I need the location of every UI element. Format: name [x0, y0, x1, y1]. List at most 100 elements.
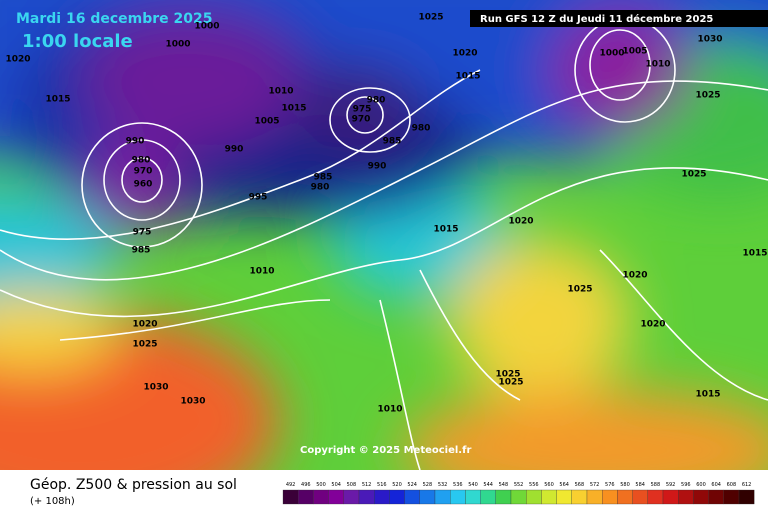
- scale-label: 596: [681, 482, 691, 488]
- isobar-label: 985: [132, 246, 151, 256]
- isobar-label: 1005: [254, 117, 279, 127]
- isobar-label: 1000: [599, 49, 624, 59]
- isobar-label: 975: [133, 228, 152, 238]
- scale-swatch: [723, 489, 740, 505]
- scale-swatch: [510, 489, 527, 505]
- isobar-label: 970: [134, 167, 153, 177]
- scale-swatch: [738, 489, 755, 505]
- scale-label: 524: [407, 482, 417, 488]
- isobar-label: 1015: [695, 390, 720, 400]
- scale-swatch: [374, 489, 390, 505]
- scale-label: 536: [453, 482, 463, 488]
- scale-swatch: [495, 489, 512, 505]
- scale-swatch: [526, 489, 542, 505]
- scale-swatch: [358, 489, 375, 505]
- scale-label: 580: [620, 482, 630, 488]
- scale-label: 520: [392, 482, 402, 488]
- isobar-label: 1025: [132, 340, 157, 350]
- isobar-label: 1025: [418, 13, 443, 23]
- isobar-label: 985: [383, 137, 402, 147]
- scale-label: 552: [514, 482, 524, 488]
- scale-swatch: [404, 489, 420, 505]
- isobar-label: 1010: [645, 60, 670, 70]
- scale-label: 532: [438, 482, 448, 488]
- scale-swatch: [434, 489, 451, 505]
- scale-label: 576: [605, 482, 615, 488]
- scale-label: 560: [544, 482, 554, 488]
- isobar-label: 1025: [681, 170, 706, 180]
- time-label: 1:00 locale: [22, 31, 133, 52]
- isobar-label: 1010: [377, 405, 402, 415]
- scale-label: 572: [590, 482, 600, 488]
- scale-swatch: [602, 489, 618, 505]
- isobar-label: 1000: [165, 40, 190, 50]
- isobar-label: 990: [368, 162, 387, 172]
- isobar-label: 1025: [495, 370, 520, 380]
- isobar-label: 1020: [5, 55, 30, 65]
- isobar-label: 1020: [640, 320, 665, 330]
- scale-swatch: [389, 489, 405, 505]
- isobar-label: 1010: [268, 87, 293, 97]
- scale-label: 592: [666, 482, 676, 488]
- scale-label: 528: [423, 482, 433, 488]
- scale-label: 508: [347, 482, 357, 488]
- isobar-label: 1020: [452, 49, 477, 59]
- scale-swatch: [662, 489, 679, 505]
- scale-label: 540: [468, 482, 478, 488]
- scale-swatch: [328, 489, 344, 505]
- scale-swatch: [693, 489, 709, 505]
- scale-label: 512: [362, 482, 372, 488]
- isobar-label: 975: [353, 105, 372, 115]
- isobar-label: 1030: [180, 397, 205, 407]
- scale-label: 608: [727, 482, 737, 488]
- isobar-label: 980: [132, 156, 151, 166]
- isobar-label: 1020: [622, 271, 647, 281]
- scale-swatch: [586, 489, 603, 505]
- isobar-label: 1015: [455, 72, 480, 82]
- scale-label: 544: [483, 482, 493, 488]
- date-label: Mardi 16 decembre 2025: [16, 11, 213, 27]
- scale-swatch: [571, 489, 588, 505]
- scale-swatch: [556, 489, 572, 505]
- scale-swatch: [708, 489, 724, 505]
- isobar-label: 1010: [249, 267, 274, 277]
- scale-label: 604: [711, 482, 721, 488]
- scale-label: 496: [301, 482, 311, 488]
- isobar-label: 1030: [697, 35, 722, 45]
- scale-label: 564: [559, 482, 569, 488]
- isobar-label: 1015: [433, 225, 458, 235]
- isobar-label: 990: [126, 137, 145, 147]
- scale-swatch: [450, 489, 466, 505]
- copyright: Copyright © 2025 Meteociel.fr: [300, 445, 471, 456]
- scale-label: 492: [286, 482, 296, 488]
- scale-swatch: [647, 489, 664, 505]
- isobar-label: 1025: [567, 285, 592, 295]
- isobar-label: 1025: [695, 91, 720, 101]
- scale-label: 504: [331, 482, 341, 488]
- scale-swatch: [282, 489, 299, 505]
- isobar-label: 985: [314, 173, 333, 183]
- scale-label: 548: [499, 482, 509, 488]
- isobar-label: 970: [352, 115, 371, 125]
- scale-swatch: [678, 489, 694, 505]
- isobar-label: 980: [412, 124, 431, 134]
- isobar-label: 1015: [281, 104, 306, 114]
- scale-label: 556: [529, 482, 539, 488]
- scale-swatch: [343, 489, 360, 505]
- scale-label: 568: [575, 482, 585, 488]
- scale-label: 516: [377, 482, 387, 488]
- scale-swatch: [541, 489, 557, 505]
- scale-swatch: [465, 489, 481, 505]
- scale-swatch: [419, 489, 436, 505]
- scale-swatch: [313, 489, 329, 505]
- scale-swatch: [298, 489, 314, 505]
- isobar-label: 960: [134, 180, 153, 190]
- isobar-label: 1020: [508, 217, 533, 227]
- isobar-label: 1025: [498, 378, 523, 388]
- isobar-label: 1015: [45, 95, 70, 105]
- isobar-label: 1000: [194, 22, 219, 32]
- scale-label: 600: [696, 482, 706, 488]
